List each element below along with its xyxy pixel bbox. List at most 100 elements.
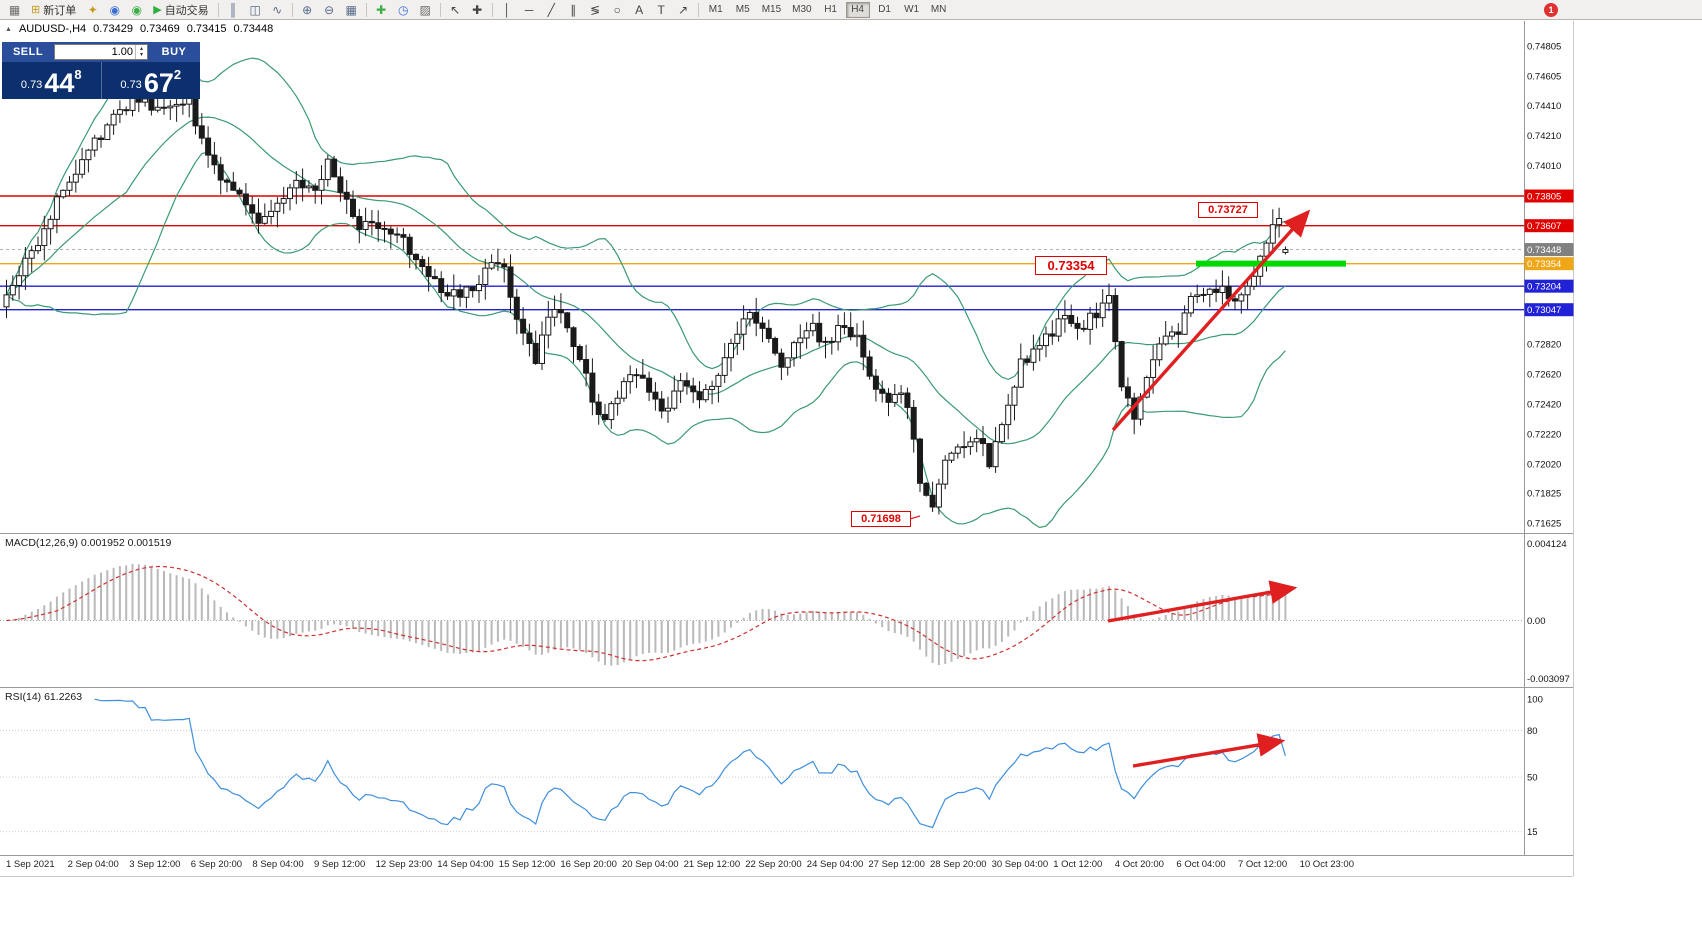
volume-spinner[interactable]: ▴ ▾ xyxy=(135,45,147,59)
svg-text:21 Sep 12:00: 21 Sep 12:00 xyxy=(684,859,741,870)
toolbar-separator xyxy=(217,2,219,17)
autotrade-button[interactable]: ▶ 自动交易 xyxy=(148,1,213,18)
price-annotation-pivot[interactable]: 0.73354 xyxy=(1035,256,1107,275)
crosshair-button[interactable]: ✚ xyxy=(467,1,488,18)
shapes-button[interactable]: ○ xyxy=(607,1,628,18)
cursor-button[interactable]: ↖ xyxy=(445,1,466,18)
trend-arrows[interactable] xyxy=(909,209,1311,768)
toolbar-separator xyxy=(439,2,441,17)
horizontal-line-button[interactable]: ─ xyxy=(519,1,540,18)
crosshair-icon: ✚ xyxy=(472,2,483,17)
svg-text:30 Sep 04:00: 30 Sep 04:00 xyxy=(992,859,1049,870)
horizontal-level-lines[interactable] xyxy=(0,195,1524,311)
channel-button[interactable]: ∥ xyxy=(563,1,584,18)
svg-text:10 Oct 23:00: 10 Oct 23:00 xyxy=(1300,859,1354,870)
periods-button[interactable]: ◷ xyxy=(393,1,414,18)
zoom-out-button[interactable]: ⊖ xyxy=(319,1,340,18)
svg-text:22 Sep 20:00: 22 Sep 20:00 xyxy=(745,859,802,870)
new-chart-icon: ▦ xyxy=(8,2,21,17)
svg-text:0.71825: 0.71825 xyxy=(1527,489,1561,500)
buy-label[interactable]: BUY xyxy=(161,46,187,58)
autotrade-label: 自动交易 xyxy=(164,4,209,17)
timeframe-MN-button[interactable]: MN xyxy=(930,4,947,15)
price-annotation-high[interactable]: 0.73727 xyxy=(1198,202,1258,218)
zoom-out-icon: ⊖ xyxy=(324,2,335,17)
svg-text:0.73448: 0.73448 xyxy=(1527,245,1561,256)
svg-text:24 Sep 04:00: 24 Sep 04:00 xyxy=(807,859,864,870)
indicators-icon: ✚ xyxy=(376,2,387,17)
timeframe-H1-button[interactable]: H1 xyxy=(824,4,837,15)
cursor-icon: ↖ xyxy=(450,2,461,17)
mql5-button[interactable]: ✦ xyxy=(82,1,103,18)
market-button[interactable]: ◉ xyxy=(126,1,147,18)
timeframe-W1-button[interactable]: W1 xyxy=(904,4,920,15)
ohlc-open: 0.73429 xyxy=(93,23,133,35)
new-order-button[interactable]: ⊞ 新订单 xyxy=(26,1,81,18)
notification-badge[interactable]: 1 xyxy=(1544,3,1558,17)
svg-text:80: 80 xyxy=(1527,726,1538,737)
toolbar-separator xyxy=(365,2,367,17)
price-axis[interactable]: 0.74805 0.74605 0.74410 0.74210 0.74010 0.728… xyxy=(1524,42,1574,839)
svg-text:0.72820: 0.72820 xyxy=(1527,339,1561,350)
vertical-line-button[interactable]: │ xyxy=(497,1,518,18)
trendline-button[interactable]: ╱ xyxy=(541,1,562,18)
horizontal-line-icon: ─ xyxy=(524,2,534,17)
volume-up-icon[interactable]: ▴ xyxy=(139,46,143,52)
svg-text:0.74605: 0.74605 xyxy=(1527,72,1561,83)
candlestick-chart-icon: ◫ xyxy=(249,2,261,17)
buy-button[interactable]: 0.73 67 2 xyxy=(102,62,201,99)
panel-separators xyxy=(0,21,1573,856)
trendline-icon: ╱ xyxy=(547,2,555,17)
community-button[interactable]: ◉ xyxy=(104,1,125,18)
price-annotation-low[interactable]: 0.71698 xyxy=(851,511,911,527)
market-icon: ◉ xyxy=(131,2,142,17)
ohlc-high: 0.73469 xyxy=(139,23,180,35)
tile-windows-button[interactable]: ▦ xyxy=(341,1,362,18)
svg-text:27 Sep 12:00: 27 Sep 12:00 xyxy=(868,859,925,870)
bar-chart-button[interactable]: ║ xyxy=(223,1,244,18)
rsi-line xyxy=(94,698,1286,829)
svg-text:100: 100 xyxy=(1527,695,1543,706)
sell-button[interactable]: 0.73 44 8 xyxy=(2,62,102,99)
svg-text:20 Sep 04:00: 20 Sep 04:00 xyxy=(622,859,679,870)
text-button[interactable]: A xyxy=(629,1,650,18)
timeframe-M1-button[interactable]: M1 xyxy=(708,4,723,15)
one-click-trading-panel: SELL 1.00 ▴ ▾ BUY 0.73 44 8 0.73 67 2 xyxy=(2,42,200,99)
timeframe-D1-button[interactable]: D1 xyxy=(878,4,891,15)
arrows-button[interactable]: ↗ xyxy=(673,1,694,18)
svg-text:28 Sep 20:00: 28 Sep 20:00 xyxy=(930,859,987,870)
volume-down-icon[interactable]: ▾ xyxy=(139,52,143,58)
fibonacci-button[interactable]: ≶ xyxy=(585,1,606,18)
timeframe-M15-button[interactable]: M15 xyxy=(761,4,782,15)
indicators-button[interactable]: ✚ xyxy=(371,1,392,18)
new-chart-button[interactable]: ▦ xyxy=(4,1,25,18)
text-label-button[interactable]: T xyxy=(651,1,672,18)
timeframe-M5-button[interactable]: M5 xyxy=(735,4,750,15)
svg-text:0.74210: 0.74210 xyxy=(1527,131,1561,142)
svg-text:0.73047: 0.73047 xyxy=(1527,305,1561,316)
volume-value[interactable]: 1.00 xyxy=(111,46,133,58)
templates-button[interactable]: ▨ xyxy=(415,1,436,18)
toolbar-separator xyxy=(697,2,699,17)
one-click-toggle-icon[interactable]: ▲ xyxy=(5,25,12,33)
timeframe-H4-button[interactable]: H4 xyxy=(845,1,870,18)
candlestick-chart-button[interactable]: ◫ xyxy=(245,1,266,18)
chart-header: ▲ AUDUSD-,H4 0.73429 0.73469 0.73415 0.7… xyxy=(5,23,273,35)
svg-text:12 Sep 23:00: 12 Sep 23:00 xyxy=(376,859,433,870)
svg-text:-0.003097: -0.003097 xyxy=(1527,674,1570,685)
svg-text:2 Sep 04:00: 2 Sep 04:00 xyxy=(68,859,119,870)
time-axis[interactable]: 1 Sep 2021 2 Sep 04:00 3 Sep 12:00 6 Sep 20… xyxy=(6,859,1354,870)
zoom-in-button[interactable]: ⊕ xyxy=(297,1,318,18)
svg-text:15: 15 xyxy=(1527,827,1538,838)
text-icon: A xyxy=(635,2,644,17)
svg-text:8 Sep 04:00: 8 Sep 04:00 xyxy=(252,859,303,870)
volume-stepper[interactable]: 1.00 ▴ ▾ xyxy=(54,44,148,60)
svg-text:0.73204: 0.73204 xyxy=(1527,282,1561,293)
sell-label[interactable]: SELL xyxy=(12,46,44,58)
svg-text:0.72020: 0.72020 xyxy=(1527,459,1561,470)
svg-text:50: 50 xyxy=(1527,773,1538,784)
timeframe-M30-button[interactable]: M30 xyxy=(792,4,812,15)
line-chart-button[interactable]: ∿ xyxy=(267,1,288,18)
svg-text:0.004124: 0.004124 xyxy=(1527,539,1567,550)
